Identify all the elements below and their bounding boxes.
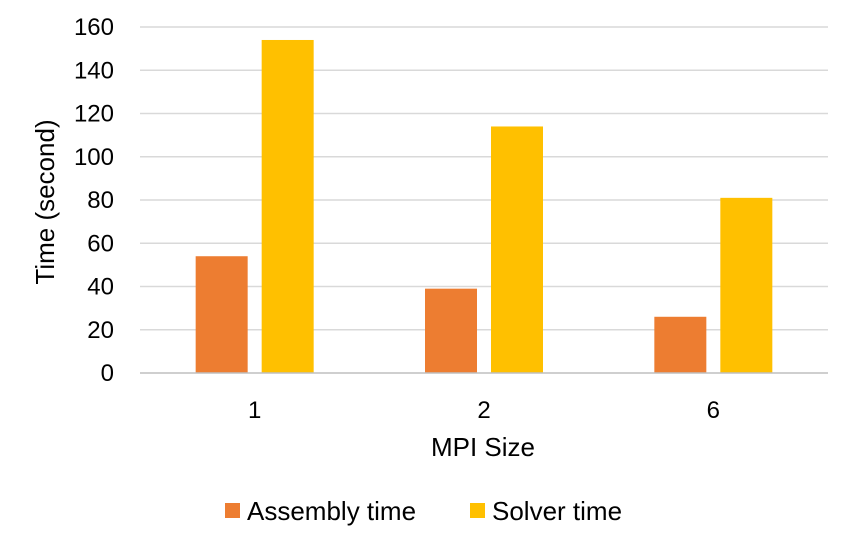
legend-label: Assembly time (247, 496, 416, 526)
y-axis-ticks: 0 20 40 60 80 100 120 140 160 (74, 14, 114, 387)
legend: Assembly time Solver time (225, 496, 622, 526)
y-tick-label: 40 (87, 274, 114, 301)
x-axis-ticks: 1 2 6 (248, 397, 720, 424)
y-tick-label: 60 (87, 230, 114, 257)
x-axis-title: MPI Size (431, 432, 535, 462)
y-tick-label: 120 (74, 101, 114, 128)
gridlines (140, 26, 828, 331)
y-tick-label: 20 (87, 317, 114, 344)
bar-solver-time-6 (720, 197, 773, 373)
legend-label: Solver time (492, 496, 622, 526)
legend-swatch-assembly-time (225, 503, 240, 518)
y-tick-label: 80 (87, 187, 114, 214)
x-tick-label: 2 (477, 397, 490, 424)
y-tick-label: 160 (74, 14, 114, 41)
bar-solver-time-2 (491, 126, 543, 373)
bars (195, 39, 773, 373)
bar-assembly-time-1 (195, 256, 248, 373)
x-tick-label: 6 (707, 397, 720, 424)
y-tick-label: 140 (74, 57, 114, 84)
y-axis-title: Time (second) (30, 119, 60, 284)
x-tick-label: 1 (248, 397, 261, 424)
bar-assembly-time-2 (425, 288, 477, 373)
bar-assembly-time-6 (654, 316, 707, 373)
legend-swatch-solver-time (470, 503, 485, 518)
y-tick-label: 100 (74, 144, 114, 171)
y-tick-label: 0 (101, 360, 114, 387)
bar-solver-time-1 (261, 39, 314, 373)
